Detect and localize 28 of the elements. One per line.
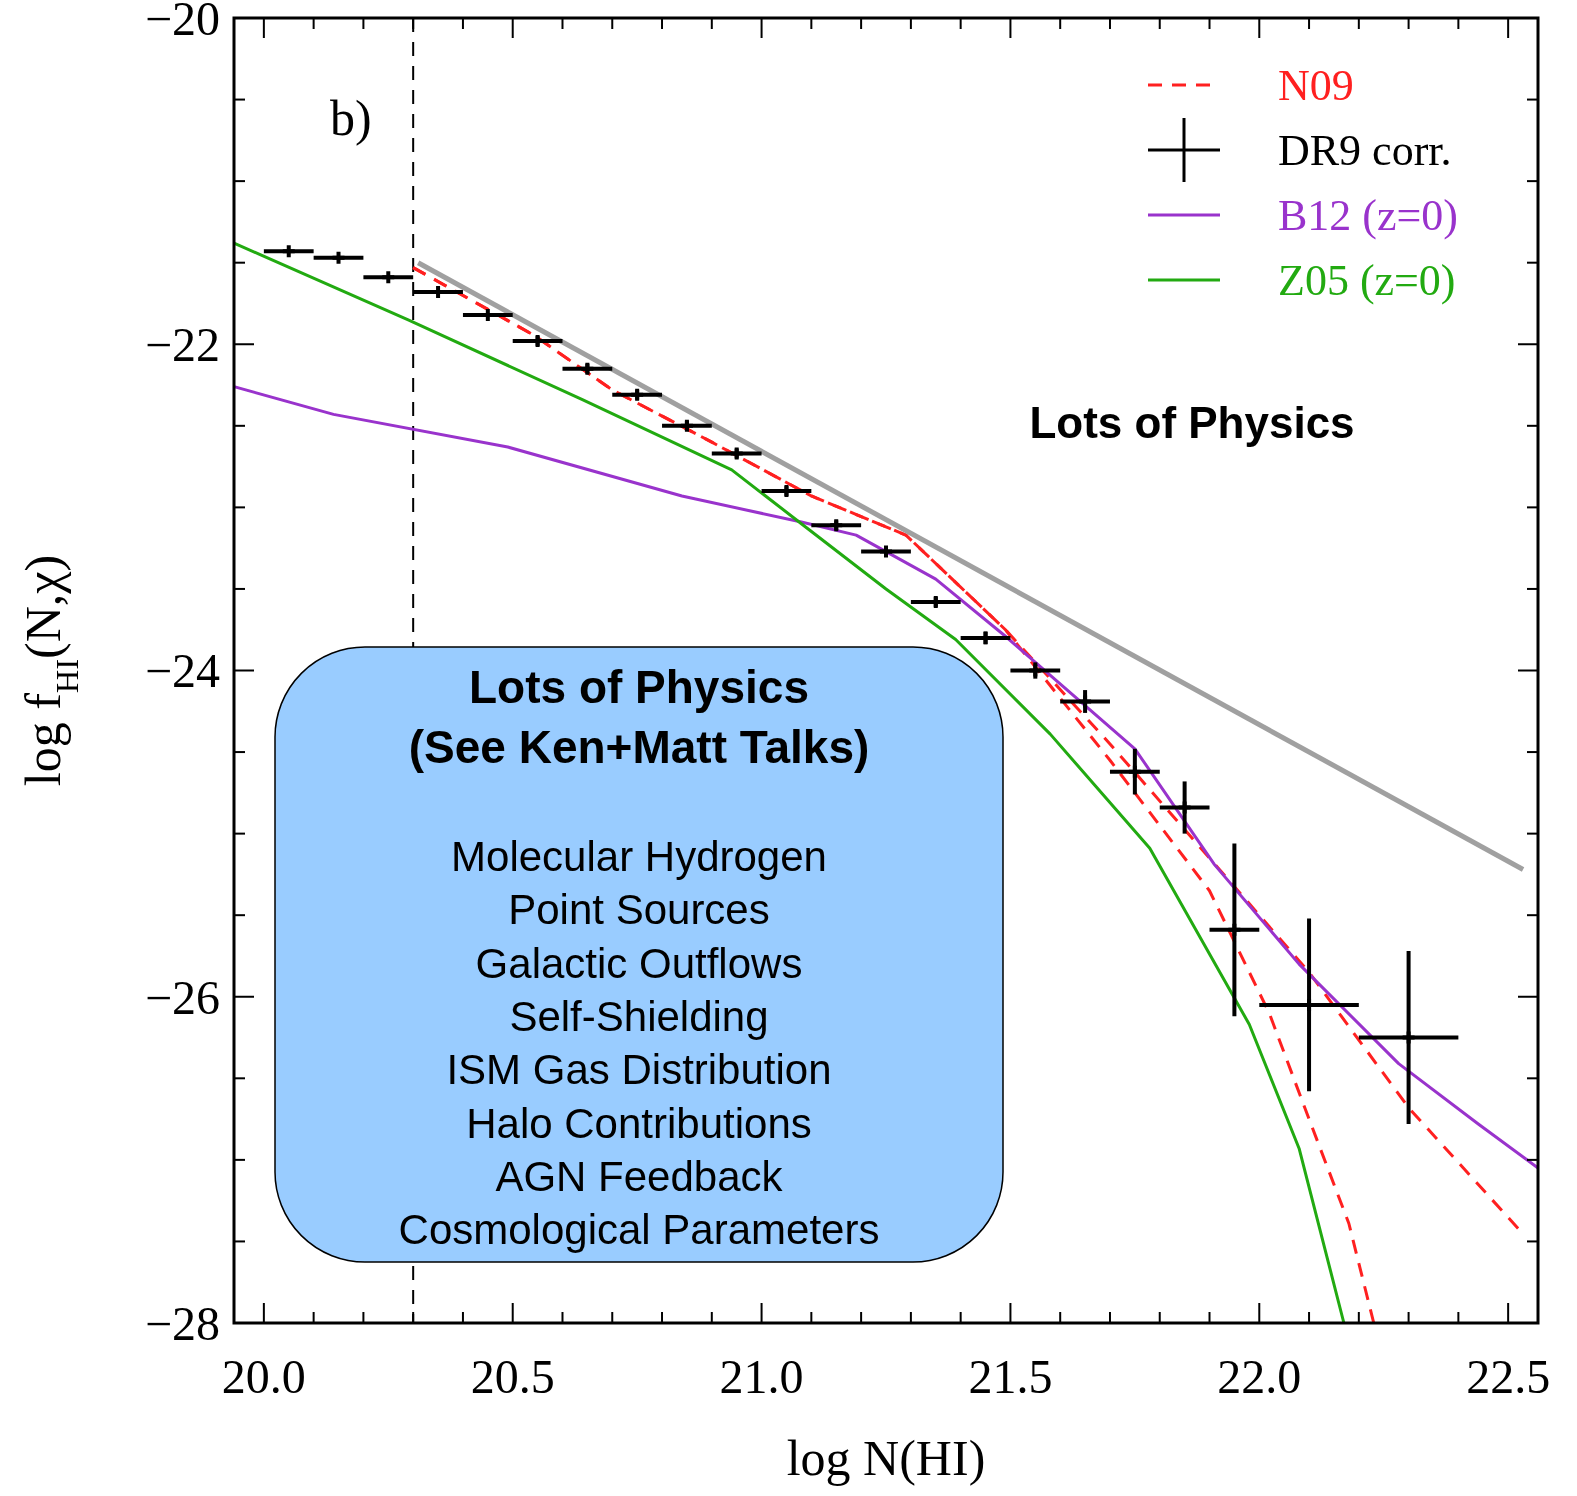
y-tick-label: −20 [144,0,220,45]
annotation: Molecular Hydrogen [451,833,827,880]
annotation: AGN Feedback [495,1152,784,1200]
legend-label: N09 [1278,61,1354,111]
legend-label: DR9 corr. [1278,126,1452,176]
annotation: (See Ken+Matt Talks) [408,721,870,773]
annotation: Cosmological Parameters [398,1206,880,1254]
x-tick-label: 22.5 [1466,1350,1551,1403]
annotation: Self-Shielding [509,992,769,1040]
annotation: b) [330,90,372,146]
x-tick-label: 20.5 [470,1350,555,1403]
annotation: Lots of Physics [1029,398,1355,447]
annotation: ISM Gas Distribution [446,1046,832,1094]
y-tick-label: −24 [144,644,220,698]
legend-label: Z05 (z=0) [1278,256,1456,306]
legend-label: B12 (z=0) [1278,191,1458,241]
x-tick-label: 21.0 [719,1350,804,1403]
annotation: Halo Contributions [466,1099,812,1147]
x-tick-label: 22.0 [1217,1350,1302,1403]
y-tick-label: −26 [144,970,220,1024]
annotation: Galactic Outflows [475,939,803,987]
x-axis-title: log N(HI) [786,1430,986,1486]
x-tick-label: 20.0 [221,1350,306,1403]
annotation: Lots of Physics [469,661,809,713]
y-tick-label: −22 [144,318,220,372]
y-tick-label: −28 [144,1296,220,1350]
x-tick-label: 21.5 [968,1350,1053,1403]
annotation: Point Sources [508,886,770,934]
